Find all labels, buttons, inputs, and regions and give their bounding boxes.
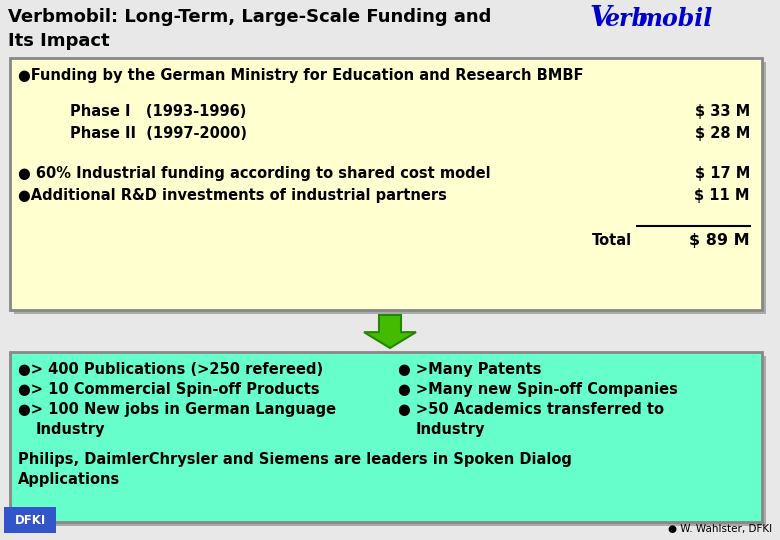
- Text: Its Impact: Its Impact: [8, 32, 110, 50]
- Text: ●Funding by the German Ministry for Education and Research BMBF: ●Funding by the German Ministry for Educ…: [18, 68, 583, 83]
- Text: Applications: Applications: [18, 472, 120, 487]
- Text: ● >Many Patents: ● >Many Patents: [398, 362, 541, 377]
- Polygon shape: [364, 315, 416, 348]
- Text: $ 89 M: $ 89 M: [690, 233, 750, 248]
- Text: ●> 10 Commercial Spin-off Products: ●> 10 Commercial Spin-off Products: [18, 382, 320, 397]
- Text: ● >Many new Spin-off Companies: ● >Many new Spin-off Companies: [398, 382, 678, 397]
- FancyBboxPatch shape: [4, 507, 56, 533]
- Text: ●> 100 New jobs in German Language: ●> 100 New jobs in German Language: [18, 402, 336, 417]
- Text: Industry: Industry: [416, 422, 485, 437]
- Text: Industry: Industry: [36, 422, 105, 437]
- FancyBboxPatch shape: [10, 58, 762, 310]
- Text: ● 60% Industrial funding according to shared cost model: ● 60% Industrial funding according to sh…: [18, 166, 491, 181]
- Text: ● >50 Academics transferred to: ● >50 Academics transferred to: [398, 402, 664, 417]
- Text: DFKI: DFKI: [14, 514, 45, 526]
- Text: Phase II  (1997-2000): Phase II (1997-2000): [70, 126, 247, 141]
- Text: erb: erb: [604, 7, 648, 31]
- FancyBboxPatch shape: [10, 352, 762, 522]
- Text: Philips, DaimlerChrysler and Siemens are leaders in Spoken Dialog: Philips, DaimlerChrysler and Siemens are…: [18, 452, 572, 467]
- Text: ● W. Wahlster, DFKI: ● W. Wahlster, DFKI: [668, 524, 772, 534]
- Text: mobil: mobil: [638, 7, 713, 31]
- Text: ●> 400 Publications (>250 refereed): ●> 400 Publications (>250 refereed): [18, 362, 323, 377]
- Text: V: V: [590, 5, 612, 32]
- Text: $ 11 M: $ 11 M: [694, 188, 750, 203]
- Text: $ 17 M: $ 17 M: [695, 166, 750, 181]
- Text: ●Additional R&D investments of industrial partners: ●Additional R&D investments of industria…: [18, 188, 447, 203]
- Text: $ 33 M: $ 33 M: [695, 104, 750, 119]
- FancyBboxPatch shape: [14, 62, 766, 314]
- Text: Verbmobil: Long-Term, Large-Scale Funding and: Verbmobil: Long-Term, Large-Scale Fundin…: [8, 8, 491, 26]
- FancyBboxPatch shape: [14, 356, 766, 526]
- Text: Total: Total: [592, 233, 632, 248]
- Text: $ 28 M: $ 28 M: [695, 126, 750, 141]
- Text: Phase I   (1993-1996): Phase I (1993-1996): [70, 104, 246, 119]
